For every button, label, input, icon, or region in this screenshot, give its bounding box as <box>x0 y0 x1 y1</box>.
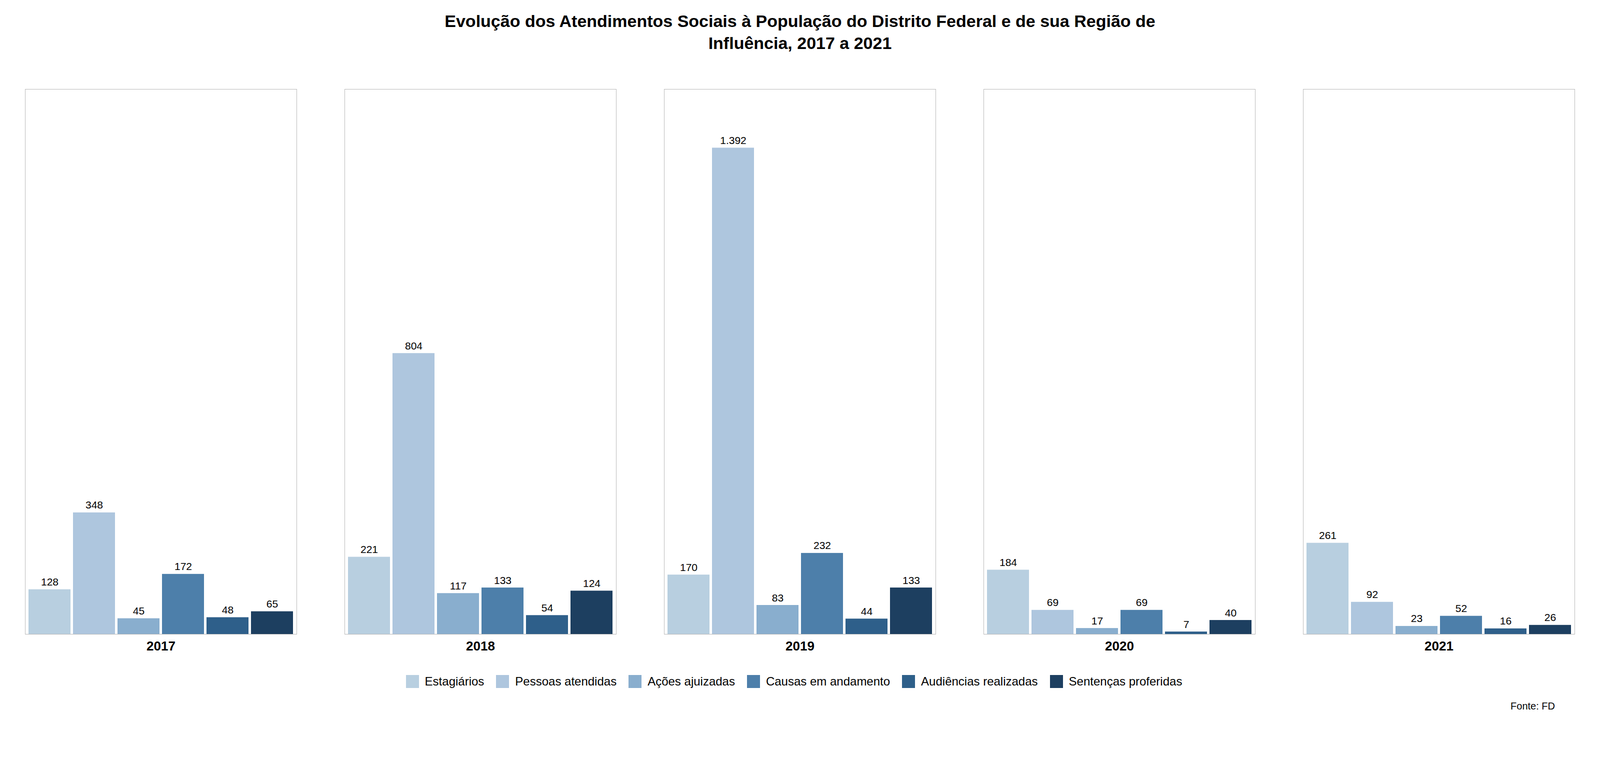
svg-text:133: 133 <box>902 574 920 586</box>
svg-text:1.392: 1.392 <box>720 134 747 146</box>
svg-text:17: 17 <box>1091 615 1103 627</box>
svg-text:44: 44 <box>861 605 873 617</box>
svg-text:221: 221 <box>360 543 378 555</box>
svg-text:65: 65 <box>266 598 278 610</box>
svg-text:804: 804 <box>405 340 423 352</box>
svg-text:184: 184 <box>999 556 1017 568</box>
svg-text:69: 69 <box>1136 597 1148 609</box>
svg-text:348: 348 <box>85 499 103 511</box>
svg-text:52: 52 <box>1455 603 1467 615</box>
html-text:Pessoas atendidas: Pessoas atendidas <box>515 674 617 688</box>
svg-text:69: 69 <box>1047 597 1059 609</box>
svg-text:133: 133 <box>494 574 512 586</box>
svg-text:23: 23 <box>1411 613 1423 625</box>
svg-text:2020: 2020 <box>1105 638 1134 654</box>
svg-text:40: 40 <box>1225 607 1237 619</box>
svg-text:124: 124 <box>583 577 601 589</box>
svg-text:2021: 2021 <box>1424 638 1454 654</box>
html-text:Fonte: FD: Fonte: FD <box>1510 700 1555 712</box>
svg-text:2018: 2018 <box>466 638 495 654</box>
svg-text:128: 128 <box>41 576 59 588</box>
svg-text:26: 26 <box>1544 612 1556 624</box>
svg-text:54: 54 <box>541 602 554 614</box>
svg-text:172: 172 <box>174 561 192 573</box>
html-text:Estagiários: Estagiários <box>424 674 485 688</box>
svg-text:261: 261 <box>1319 530 1337 542</box>
html-text:Ações ajuizadas: Ações ajuizadas <box>647 674 735 688</box>
html-text:Audiências realizadas: Audiências realizadas <box>921 674 1038 688</box>
svg-text:232: 232 <box>813 540 831 552</box>
svg-text:117: 117 <box>450 580 467 592</box>
svg-text:16: 16 <box>1500 615 1512 627</box>
svg-text:2017: 2017 <box>146 638 176 654</box>
svg-text:83: 83 <box>772 592 784 604</box>
svg-text:92: 92 <box>1366 589 1378 601</box>
html-text:Evolução dos Atendimentos Soci: Evolução dos Atendimentos Sociais à Popu… <box>444 11 1156 53</box>
html-text:Sentenças proferidas: Sentenças proferidas <box>1068 674 1183 688</box>
svg-text:7: 7 <box>1183 618 1190 630</box>
svg-text:2019: 2019 <box>785 638 815 654</box>
svg-text:170: 170 <box>680 561 698 573</box>
svg-text:45: 45 <box>133 605 145 617</box>
html-text:Causas em andamento: Causas em andamento <box>765 674 891 688</box>
svg-text:48: 48 <box>222 604 234 616</box>
